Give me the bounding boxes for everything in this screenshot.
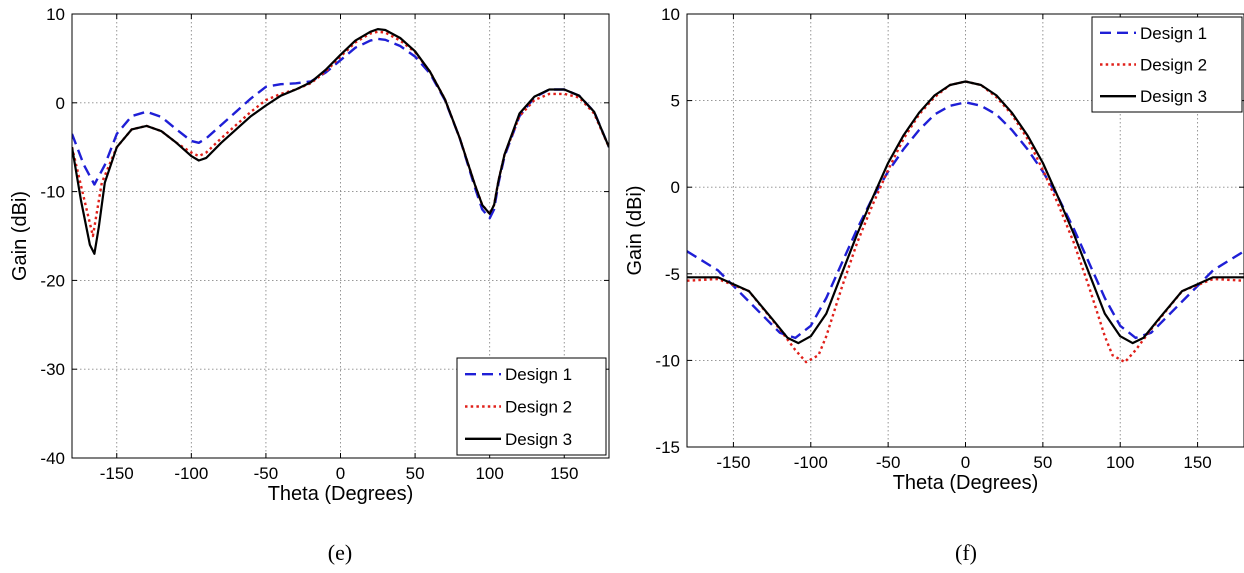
x-tick-label: -150 xyxy=(716,453,750,472)
y-tick-label: -10 xyxy=(655,351,680,370)
series-line-3 xyxy=(72,28,609,255)
x-tick-label: 150 xyxy=(1183,453,1211,472)
y-tick-label: -10 xyxy=(40,183,65,202)
x-tick-label: -100 xyxy=(794,453,828,472)
y-tick-label: 0 xyxy=(56,94,65,113)
y-tick-label: 10 xyxy=(46,5,65,24)
x-tick-label: -150 xyxy=(100,464,134,483)
y-tick-label: 5 xyxy=(671,92,680,111)
x-tick-label: -50 xyxy=(876,453,901,472)
x-tick-label: 0 xyxy=(336,464,345,483)
panel-caption: (e) xyxy=(328,540,352,565)
series-line-3 xyxy=(687,80,1244,345)
legend: Design 1 Design 2 Design 3 xyxy=(456,357,607,456)
y-tick-label: -40 xyxy=(40,449,65,468)
legend-label-3: Design 3 xyxy=(505,430,572,449)
series-line-1 xyxy=(687,101,1244,340)
y-tick-label: 10 xyxy=(661,5,680,24)
x-tick-label: -50 xyxy=(254,464,279,483)
legend: Design 1 Design 2 Design 3 xyxy=(1091,16,1243,113)
series-line-2 xyxy=(687,80,1244,364)
legend-label-2: Design 2 xyxy=(1140,56,1207,75)
y-tick-label: -30 xyxy=(40,360,65,379)
legend-label-1: Design 1 xyxy=(505,365,572,384)
x-axis-label: Theta (Degrees) xyxy=(268,483,414,505)
legend-label-1: Design 1 xyxy=(1140,24,1207,43)
chart-panel-1: -150 -100 -50 0 50 100 150-40-30-20-10010Theta… xyxy=(9,5,610,565)
y-tick-label: -15 xyxy=(655,438,680,457)
x-tick-label: 0 xyxy=(961,453,970,472)
x-tick-label: -100 xyxy=(174,464,208,483)
x-tick-label: 50 xyxy=(1033,453,1052,472)
y-tick-label: -5 xyxy=(665,265,680,284)
x-tick-label: 50 xyxy=(406,464,425,483)
x-tick-label: 100 xyxy=(1106,453,1134,472)
panel-caption: (f) xyxy=(955,540,977,565)
legend-label-3: Design 3 xyxy=(1140,87,1207,106)
x-tick-label: 100 xyxy=(475,464,503,483)
series-line-1 xyxy=(72,37,609,220)
legend-label-2: Design 2 xyxy=(505,398,572,417)
y-axis-label: Gain (dBi) xyxy=(9,191,31,281)
y-axis-label: Gain (dBi) xyxy=(624,185,646,275)
x-axis-label: Theta (Degrees) xyxy=(893,472,1039,494)
x-tick-label: 150 xyxy=(550,464,578,483)
y-tick-label: 0 xyxy=(671,178,680,197)
y-tick-label: -20 xyxy=(40,271,65,290)
